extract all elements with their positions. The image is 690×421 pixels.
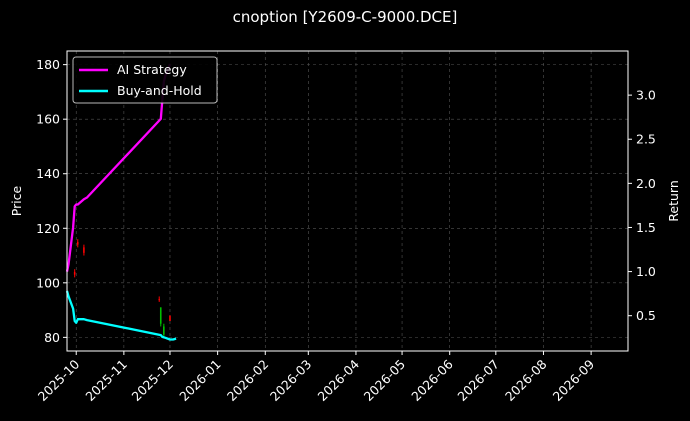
legend-box [72, 56, 218, 104]
legend-label-ai-strategy: AI Strategy [117, 62, 187, 77]
y-tick-label-right: 1.0 [636, 264, 656, 279]
x-tick-label: 2026-08 [502, 356, 550, 404]
y-axis-label-right: Return [666, 180, 681, 221]
candle-body [158, 299, 161, 301]
x-tick-label: 2025-11 [82, 357, 130, 405]
y-tick-label-left: 80 [44, 330, 60, 345]
x-tick-label: 2025-12 [129, 357, 177, 405]
candle-body [159, 307, 162, 324]
chart-title: cnoption [Y2609-C-9000.DCE] [232, 8, 458, 26]
candle-body [169, 315, 171, 321]
x-tick-label: 2026-03 [267, 357, 315, 405]
candle-body [76, 241, 79, 245]
y-axis-left: 80 100 120 140 160 180 [36, 57, 67, 345]
candle-body [163, 326, 165, 335]
y-tick-label-left: 140 [36, 166, 60, 181]
x-tick-label: 2026-06 [408, 356, 456, 404]
candle-body [73, 271, 76, 275]
x-tick-label: 2026-09 [550, 356, 598, 404]
y-axis-label-left: Price [9, 185, 24, 216]
y-tick-label-right: 0.5 [636, 308, 656, 323]
y-tick-label-right: 3.0 [636, 88, 656, 103]
y-tick-label-left: 160 [36, 112, 60, 127]
y-tick-label-right: 1.5 [636, 220, 656, 235]
x-tick-label: 2026-05 [361, 357, 409, 405]
buy-and-hold-line [65, 290, 177, 341]
x-tick-label: 2026-01 [176, 357, 224, 405]
y-tick-label-left: 180 [36, 57, 60, 72]
candles [73, 239, 171, 338]
y-axis-right: 0.5 1.0 1.5 2.0 2.5 3.0 [628, 88, 656, 323]
x-tick-label: 2025-10 [35, 356, 83, 404]
y-tick-label-left: 120 [36, 221, 60, 236]
y-tick-label-right: 2.5 [636, 132, 656, 147]
plot-frame [66, 50, 629, 352]
candle-body [83, 247, 85, 253]
x-tick-label: 2026-04 [315, 356, 363, 404]
legend: AI Strategy Buy-and-Hold [72, 56, 218, 104]
y-tick-label-right: 2.0 [636, 176, 656, 191]
legend-label-buy-and-hold: Buy-and-Hold [117, 83, 202, 98]
x-tick-label: 2026-02 [224, 357, 272, 405]
y-tick-label-left: 100 [36, 275, 60, 290]
x-tick-label: 2026-07 [454, 357, 502, 405]
